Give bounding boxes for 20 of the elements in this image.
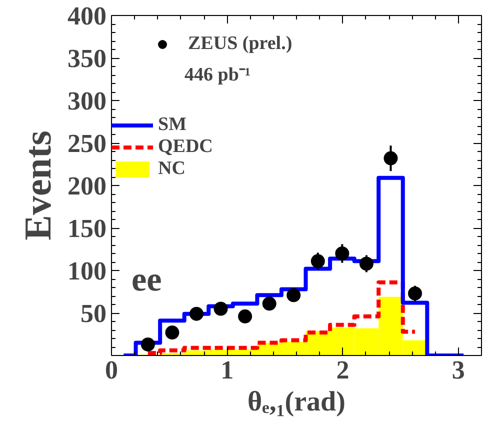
legend-label: QEDC	[158, 136, 213, 158]
legend-label: ZEUS (prel.)	[188, 33, 292, 55]
x-tick-label: 2	[336, 356, 350, 384]
y-tick-label: 250	[68, 129, 106, 158]
annotation: 446 pb⁻¹	[184, 64, 251, 86]
legend-label: NC	[158, 158, 186, 180]
y-tick-label: 100	[68, 256, 106, 286]
y-tick-label: 400	[68, 2, 106, 30]
y-tick-label: 300	[68, 86, 106, 116]
x-axis-title: θₑ,₁(rad)	[248, 386, 346, 418]
y-tick-label: 50	[80, 299, 106, 328]
x-tick-label: 0	[105, 356, 118, 384]
x-tick-label: 1	[220, 356, 234, 384]
annotation: ee	[132, 262, 162, 298]
y-tick-label: 200	[68, 172, 106, 200]
x-tick-label: 3	[452, 356, 465, 384]
y-axis-title: Events	[18, 130, 60, 240]
legend-label: SM	[158, 114, 186, 136]
y-tick-label: 350	[68, 44, 106, 73]
y-tick-label: 150	[68, 214, 106, 243]
